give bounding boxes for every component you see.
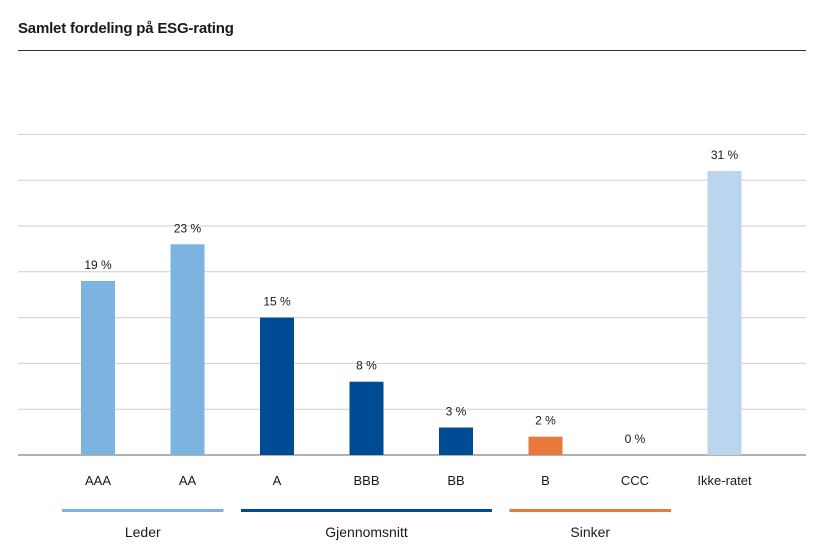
tick-label-b: B [541,473,550,488]
bar-bb [439,427,473,455]
data-label-bb: 3 % [446,405,467,419]
group-label-gjennomsnitt: Gjennomsnitt [325,524,408,540]
gridlines [18,133,806,456]
title-divider [18,50,806,51]
x-axis-ticks: AAA AA A BBB BB B CCC Ikke-ratet [85,473,752,488]
tick-label-ikke-ratet: Ikke-ratet [697,473,752,488]
bar-ikke-ratet [707,171,742,456]
tick-label-ccc: CCC [621,473,649,488]
bar-bbb [349,381,384,455]
tick-label-bb: BB [447,473,464,488]
group-line-leder [62,509,224,512]
data-label-ccc: 0 % [625,432,646,446]
group-label-leder: Leder [125,524,161,540]
group-label-sinker: Sinker [570,524,610,540]
bar-aaa [81,280,115,455]
group-line-gjennomsnitt [241,509,492,512]
data-labels: 19 % 23 % 15 % 8 % 3 % 2 % 0 % 31 % [84,148,738,446]
data-label-ikke-ratet: 31 % [711,148,739,162]
tick-label-aa: AA [179,473,197,488]
data-label-bbb: 8 % [356,359,377,373]
category-groups: Leder Gjennomsnitt Sinker [62,509,671,540]
data-label-aaa: 19 % [84,258,112,272]
data-label-aa: 23 % [174,221,202,235]
chart-title: Samlet fordeling på ESG-rating [18,20,234,37]
data-label-a: 15 % [263,295,291,309]
group-line-sinker [509,509,671,512]
tick-label-bbb: BBB [353,473,379,488]
tick-label-aaa: AAA [85,473,111,488]
tick-label-a: A [273,473,282,488]
bar-a [260,317,294,455]
bar-aa [170,244,205,455]
bars [81,171,742,456]
data-label-b: 2 % [535,414,556,428]
bar-b [528,436,563,455]
